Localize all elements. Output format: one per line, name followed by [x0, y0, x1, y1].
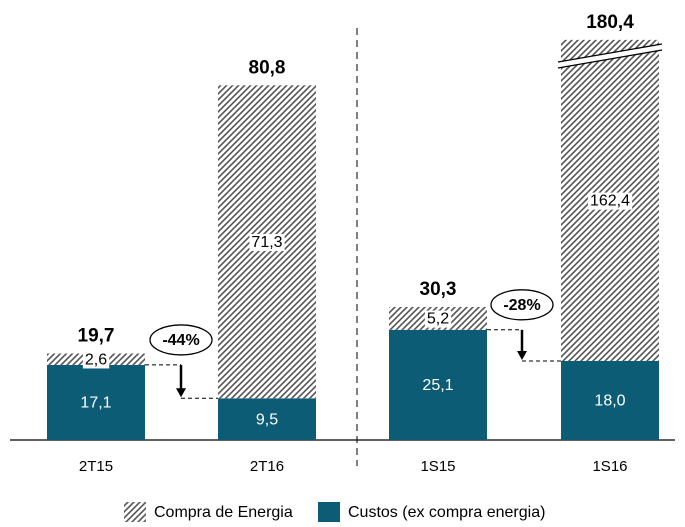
bar-segment — [218, 398, 316, 440]
data-label: 5,2 — [427, 311, 449, 328]
legend-swatch — [318, 502, 340, 522]
label-box — [82, 351, 110, 369]
x-tick-label: 1S16 — [592, 458, 627, 475]
data-label: 25,1 — [422, 377, 453, 394]
x-tick-label: 2T16 — [250, 458, 284, 475]
total-label: 180,4 — [586, 12, 634, 33]
annotation-bubble — [490, 289, 554, 321]
axis-break — [558, 44, 662, 68]
axis-break-line — [557, 43, 663, 63]
total-label: 19,7 — [78, 326, 115, 347]
annotation: -44% — [162, 332, 199, 349]
legend-swatch — [124, 502, 146, 522]
arrow-head — [176, 388, 186, 398]
x-tick-label: 1S15 — [420, 458, 455, 475]
total-label: 80,8 — [249, 57, 286, 78]
data-label: 71,3 — [251, 234, 282, 251]
data-label: 17,1 — [80, 395, 111, 412]
legend-label: Custos (ex compra energia) — [348, 504, 545, 521]
bar-segment — [47, 364, 145, 440]
x-tick-label: 2T15 — [79, 458, 113, 475]
data-label: 18,0 — [594, 393, 625, 410]
label-box — [249, 234, 285, 252]
data-label: 9,5 — [256, 411, 278, 428]
bar-segment — [561, 360, 659, 440]
label-box — [424, 310, 452, 328]
axis-break-line — [557, 49, 663, 69]
total-label: 30,3 — [420, 279, 457, 300]
arrow-head — [517, 350, 527, 360]
data-label: 162,4 — [590, 193, 630, 210]
annotation-bubble — [149, 324, 213, 356]
annotation: -28% — [503, 297, 540, 314]
legend-label: Compra de Energia — [154, 504, 293, 521]
bar-segment — [389, 329, 487, 440]
data-label: 2,6 — [85, 351, 107, 368]
label-box — [587, 192, 633, 210]
